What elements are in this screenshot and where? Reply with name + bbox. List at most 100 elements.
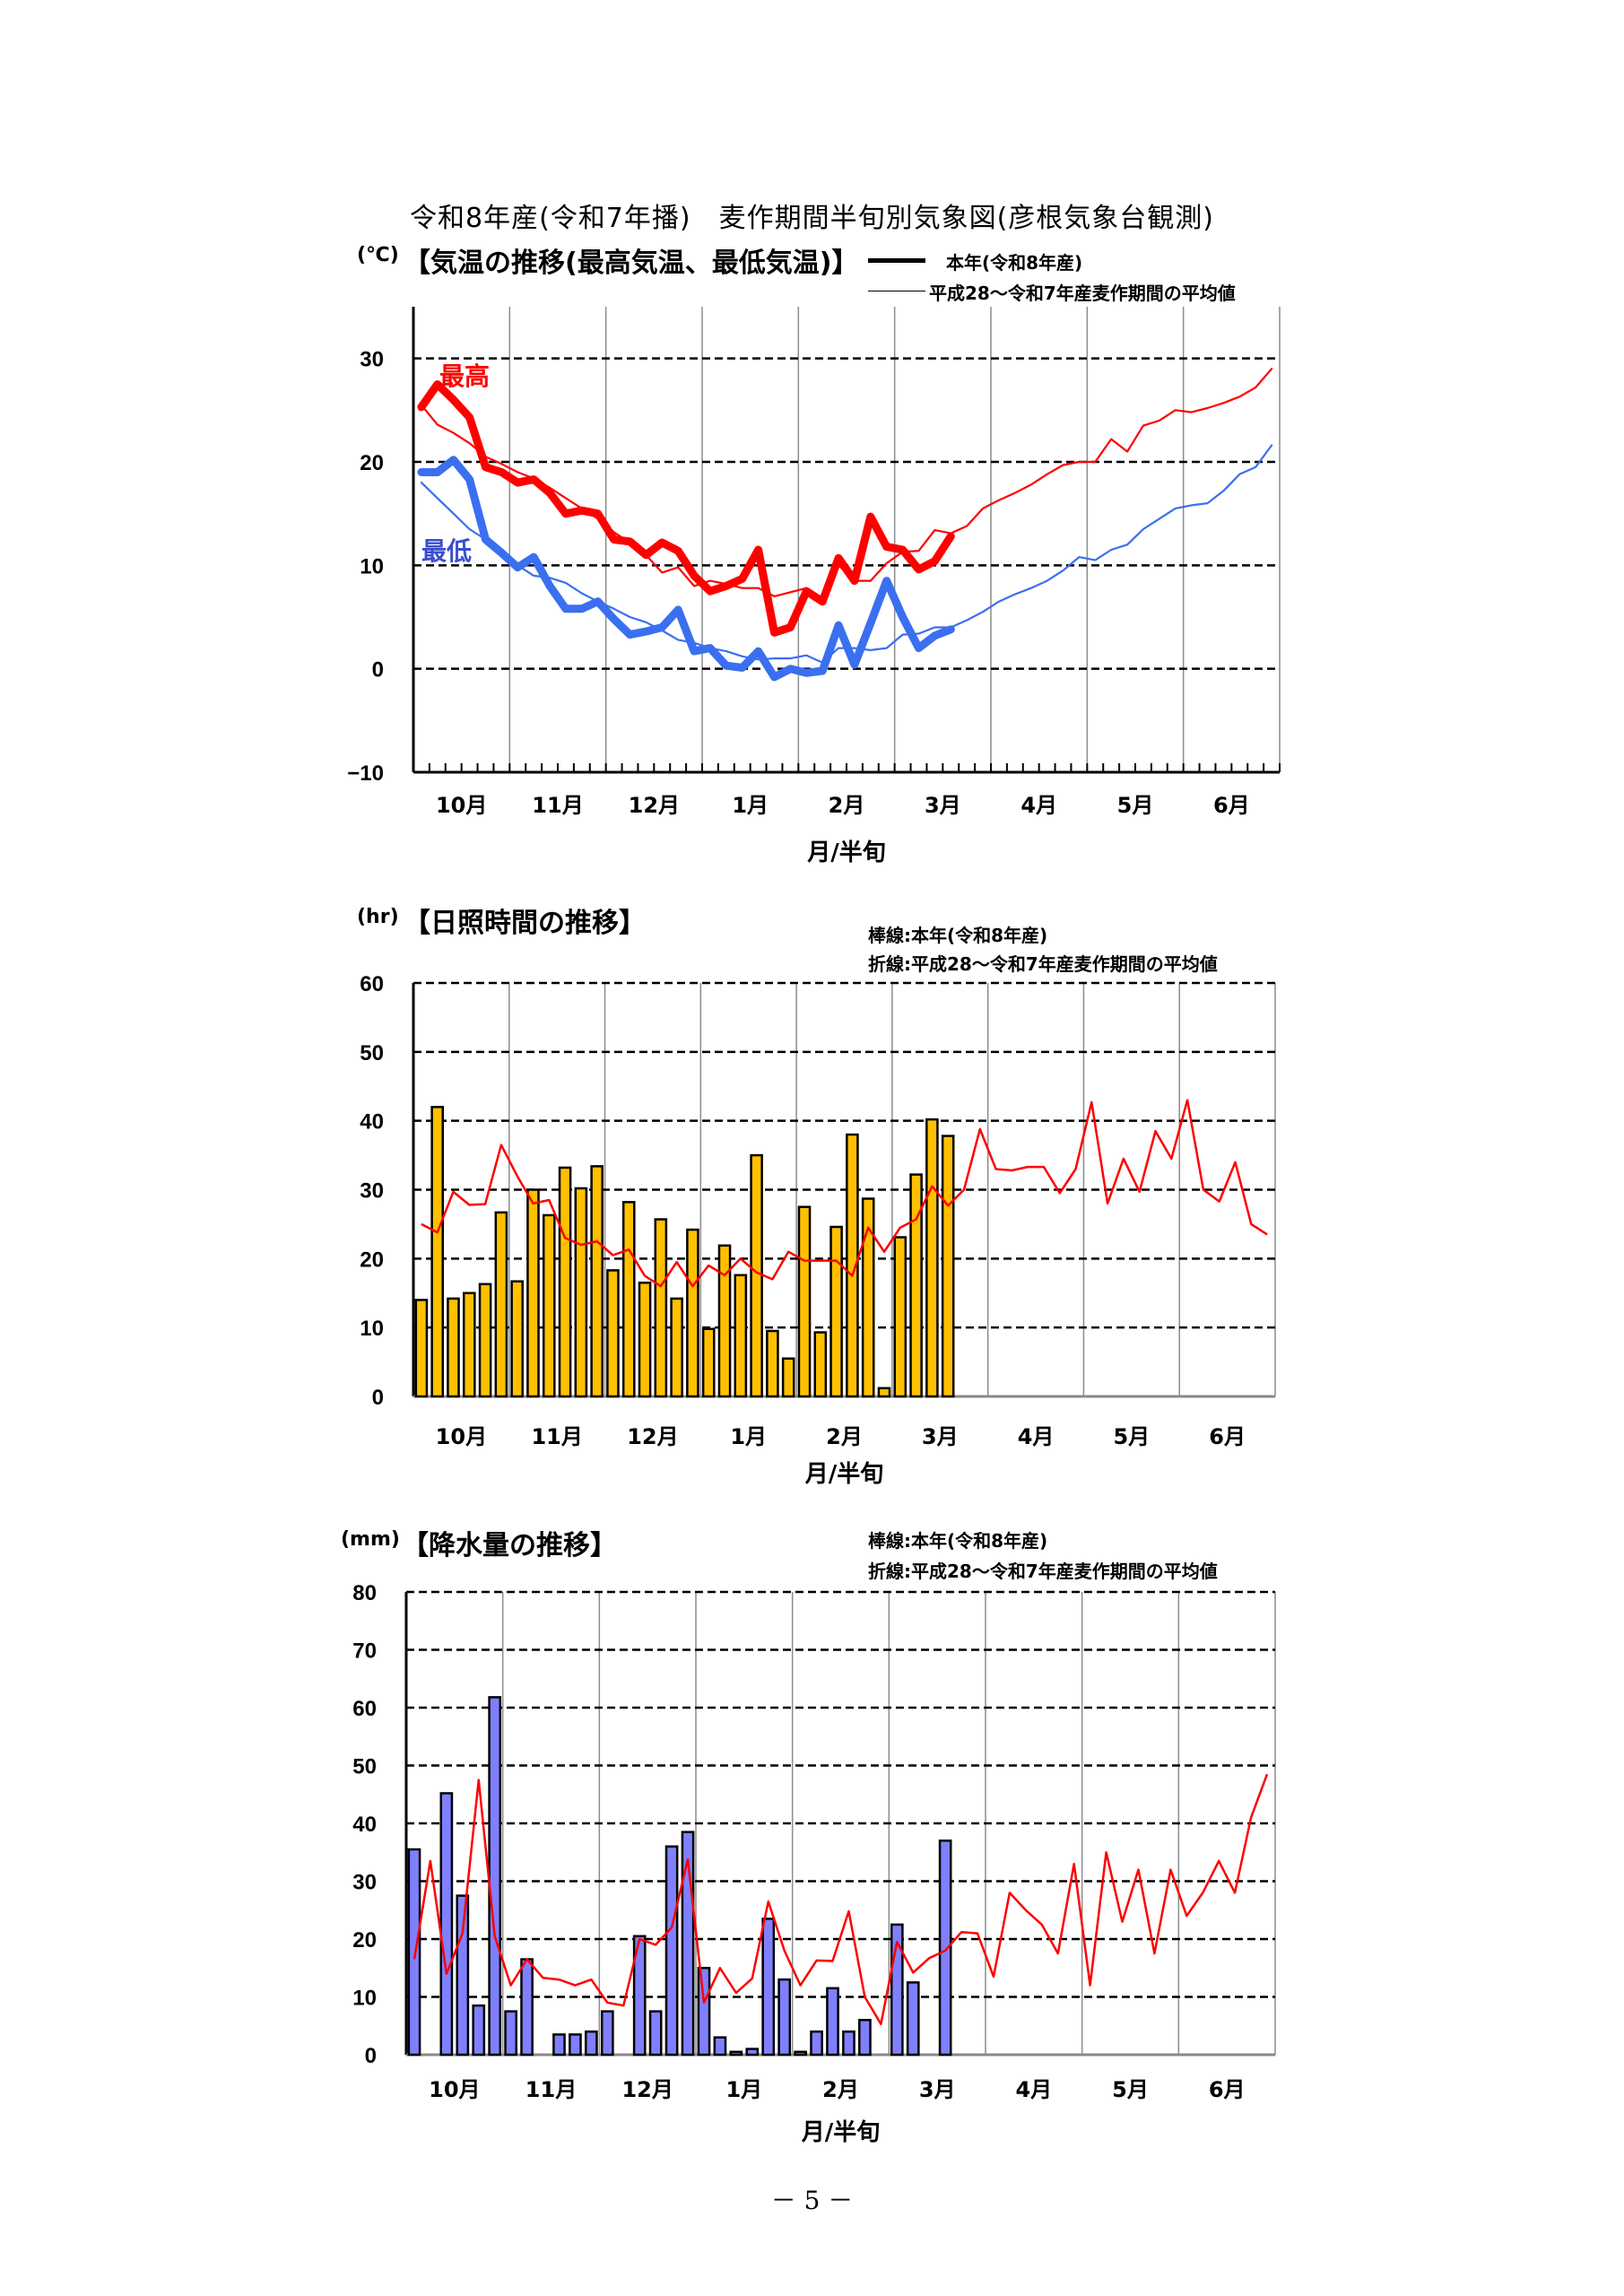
y-tick-label: 40 [360,1110,384,1135]
y-tick-label: 20 [352,1928,377,1952]
bar [520,1958,534,2057]
precip-legend-line: 折線:平成28～令和7年産麦作期間の平均値 [868,1561,1218,1582]
bar [813,1331,828,1398]
month-label: 4月 [1018,1424,1055,1449]
bar [585,2030,598,2057]
y-tick-label: 20 [360,1248,384,1272]
bar [590,1165,604,1398]
bar [717,1244,732,1398]
precip-legend-bars: 棒線:本年(令和8年産) [868,1530,1048,1552]
y-tick-label: 0 [372,658,384,683]
average-line [421,1099,1268,1288]
bar [569,2033,582,2057]
month-label: 2月 [822,2077,859,2102]
bar [829,1225,843,1398]
x-axis-label: 月/半旬 [801,2119,881,2146]
series-line-0 [417,380,955,637]
chart-2: 80 70 60 50 40 30 20 10 0 10月 11月 12月 1月 2月 3月 4月 5月 6月月/… [352,1581,1276,2146]
temp-unit: (℃) [357,244,399,266]
y-tick-label: 40 [352,1813,377,1837]
bar [606,1269,620,1398]
legend-average-label: 平成28～令和7年産麦作期間の平均値 [929,283,1236,304]
month-label: 3月 [922,1424,959,1449]
month-label: 6月 [1209,1424,1246,1449]
chart-1: 60 50 40 30 20 10 0 10月 11月 12月 1月 2月 3月 4月 5月 6月月/半旬 [360,972,1276,1488]
bar [777,1978,792,2057]
bar [713,2036,727,2057]
bar [430,1106,444,1398]
page-title: 令和8年産(令和7年播) 麦作期間半旬別気象図(彦根気象台観測) [410,203,1214,234]
bar [893,1236,908,1398]
month-label: 1月 [725,2077,762,2102]
month-label: 1月 [732,793,769,818]
y-tick-label: 0 [372,1386,384,1410]
chart-0: 30 20 10 0 −10 10月 11月 12月 1月 2月 3月 4月 5月 6月月/半旬 [347,307,1281,866]
month-label: 3月 [925,793,961,818]
bar [542,1213,556,1398]
month-label: 12月 [621,2077,673,2102]
bar [781,1357,795,1398]
y-tick-label: 30 [360,1179,384,1204]
bar [745,2048,760,2057]
bar [846,1133,859,1398]
y-tick-label: −10 [347,761,384,786]
bar [558,1166,572,1398]
bar [526,1188,540,1398]
y-tick-label: 60 [352,1697,377,1721]
bar [510,1280,524,1398]
month-label: 11月 [532,793,583,818]
series-label-max: 最高 [439,361,491,391]
y-tick-label: 30 [352,1871,377,1895]
y-tick-label: 10 [360,1317,384,1341]
bar [621,1201,636,1398]
month-label: 10月 [429,2077,480,2102]
bar [600,2010,614,2057]
bar [686,1228,699,1398]
month-label: 2月 [826,1424,863,1449]
month-label: 4月 [1020,793,1057,818]
month-label: 1月 [730,1424,767,1449]
page-number: － 5 － [770,2186,854,2215]
month-label: 10月 [436,1424,487,1449]
month-label: 5月 [1117,793,1154,818]
bar [638,1281,652,1398]
bar [761,1918,776,2057]
series-label-min: 最低 [421,536,473,566]
bar [925,1118,939,1398]
bar [462,1292,476,1398]
month-label: 6月 [1213,793,1250,818]
y-tick-label: 50 [352,1755,377,1779]
bar [494,1211,508,1398]
bar [858,2019,872,2057]
bar [826,1987,839,2057]
bar [797,1205,812,1398]
bar [478,1283,492,1398]
bar [794,2050,807,2057]
bar [670,1297,683,1398]
month-label: 5月 [1112,2077,1149,2102]
sunshine-unit: (hr) [357,906,399,928]
y-tick-label: 10 [352,1987,377,2011]
month-label: 10月 [436,793,487,818]
series-line-2 [417,456,955,682]
bar [472,2004,486,2057]
average-line [413,1773,1269,2026]
bar [734,1274,748,1398]
bar [938,1839,952,2057]
bar [574,1187,588,1398]
x-axis-label: 月/半旬 [804,1461,884,1488]
bar [414,1299,429,1398]
month-label: 3月 [919,2077,956,2102]
month-label: 6月 [1209,2077,1246,2102]
bar [407,1848,421,2057]
bar [941,1135,955,1398]
month-label: 12月 [629,793,680,818]
y-tick-label: 60 [360,972,384,996]
y-tick-label: 80 [352,1581,377,1605]
legend-current-label: 本年(令和8年産) [946,252,1083,274]
bar [729,2050,743,2057]
month-label: 4月 [1015,2077,1052,2102]
bar [654,1218,668,1398]
precip-chart-title: 【降水量の推移】 [402,1530,617,1561]
